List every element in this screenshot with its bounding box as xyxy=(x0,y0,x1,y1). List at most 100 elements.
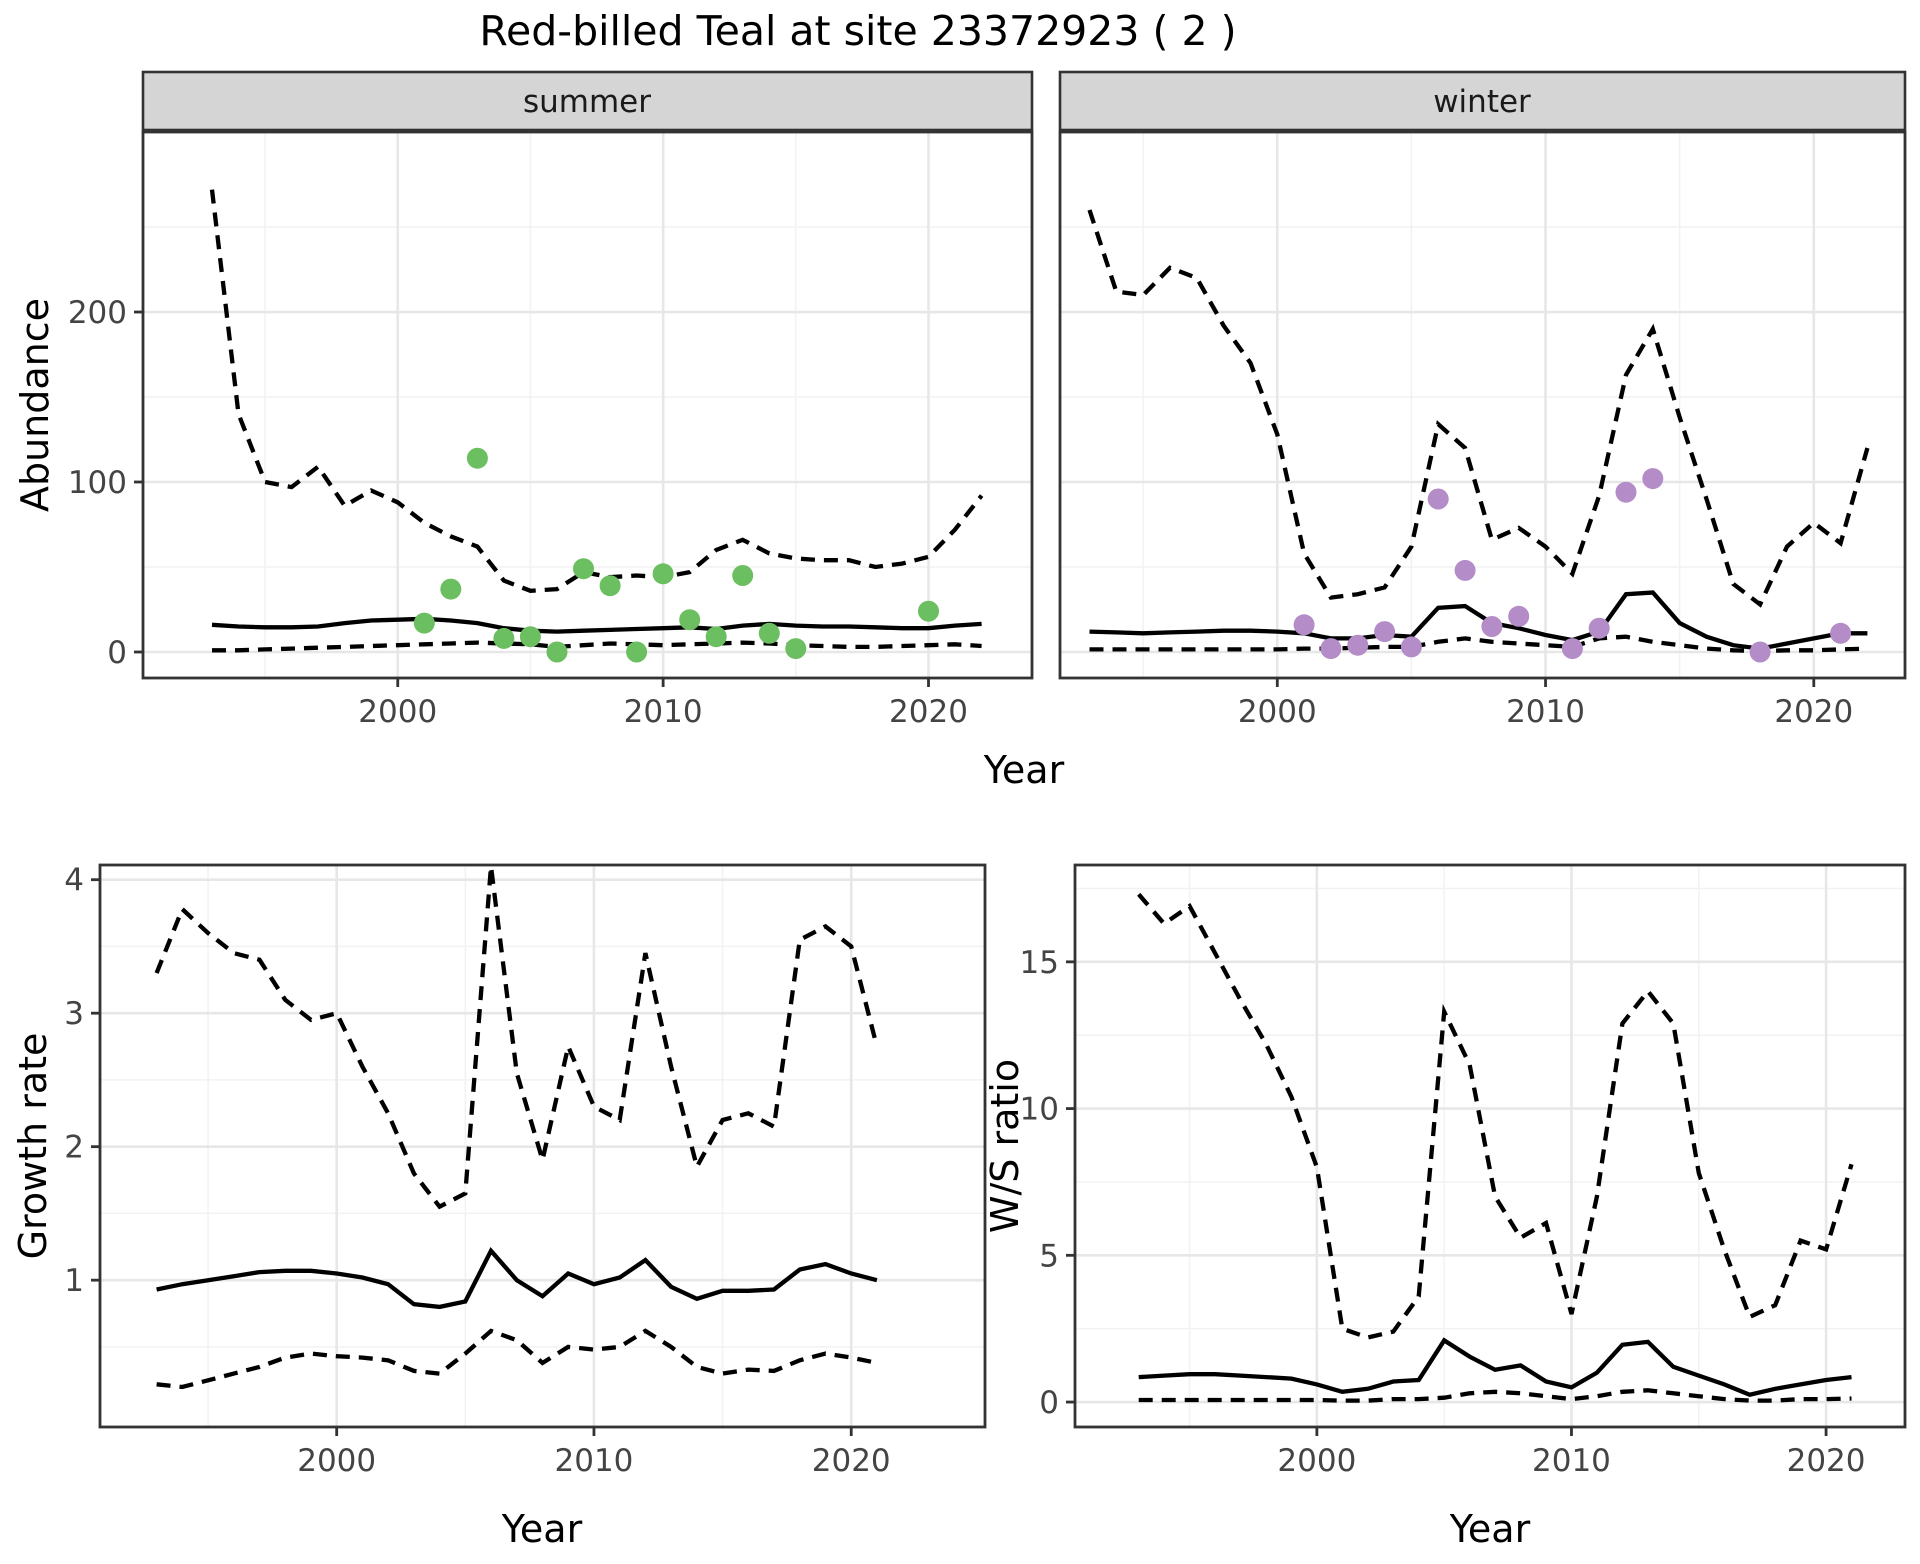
observed-point xyxy=(599,575,621,597)
series-median-line xyxy=(156,1246,878,1310)
facet-strip-winter: winter xyxy=(1058,70,1907,132)
observed-point xyxy=(466,447,488,469)
observed-point xyxy=(1293,614,1315,636)
observed-point xyxy=(652,563,674,585)
panel-ws-ratio: 2000 2010 2020 0 5 10 15 xyxy=(1020,863,1907,1479)
observed-point xyxy=(705,626,727,648)
panel-border xyxy=(1058,130,1907,680)
y-tick-label: 3 xyxy=(64,996,84,1032)
strip-label-summer: summer xyxy=(523,84,651,120)
x-tick-label: 2000 xyxy=(297,1443,376,1479)
observed-point xyxy=(1588,617,1610,639)
series-lower-ci-line xyxy=(156,1328,878,1390)
facet-strip-summer: summer xyxy=(141,70,1034,132)
panel-border xyxy=(141,130,1034,680)
x-tick-label: 2000 xyxy=(358,694,437,730)
observed-point xyxy=(1642,468,1664,490)
y-tick-label: 4 xyxy=(64,863,84,899)
y-axis-title-abundance: Abundance xyxy=(13,298,57,512)
x-tick-label: 2010 xyxy=(555,1443,634,1479)
observed-point xyxy=(1347,634,1369,656)
y-tick-label: 200 xyxy=(68,295,127,331)
y-tick-label: 0 xyxy=(1039,1385,1059,1421)
y-tick-label: 1 xyxy=(64,1263,84,1299)
axes: 2000 2010 2020 1 2 3 4 xyxy=(64,863,890,1479)
observed-point xyxy=(758,622,780,644)
x-tick-label: 2020 xyxy=(889,694,968,730)
observed-point xyxy=(1830,622,1852,644)
strip-rect-summer xyxy=(141,70,1034,132)
observed-point xyxy=(493,627,515,649)
x-tick-label: 2010 xyxy=(1506,694,1585,730)
x-tick-label: 2020 xyxy=(1774,694,1853,730)
y-tick-label: 10 xyxy=(1020,1092,1059,1128)
x-axis-title-year-growth: Year xyxy=(501,1507,583,1551)
x-axis-title-year-top: Year xyxy=(983,748,1065,792)
gridlines xyxy=(143,132,1032,678)
panel-background xyxy=(1075,865,1905,1427)
observed-point xyxy=(1400,636,1422,658)
observed-point xyxy=(626,641,648,663)
x-tick-label: 2010 xyxy=(1532,1443,1611,1479)
strip-label-winter: winter xyxy=(1433,84,1531,120)
observed-point xyxy=(1481,616,1503,637)
strip-rect-winter xyxy=(1058,70,1907,132)
observed-point xyxy=(1374,621,1396,643)
y-tick-label: 2 xyxy=(64,1130,84,1166)
observed-point xyxy=(413,612,435,634)
observed-point xyxy=(573,558,594,580)
observed-point xyxy=(546,641,568,663)
observed-point xyxy=(785,638,807,660)
observed-point xyxy=(679,609,701,631)
observed-point xyxy=(918,600,939,622)
panel-abundance-winter: 2000 2010 2020 xyxy=(1058,130,1907,730)
gridlines xyxy=(1075,865,1905,1427)
series-group xyxy=(209,189,984,653)
observed-point xyxy=(1561,638,1583,660)
figure-title: Red-billed Teal at site 23372923 ( 2 ) xyxy=(479,7,1236,55)
observed-point xyxy=(1427,488,1449,510)
panel-background xyxy=(1060,132,1905,678)
series-median-line xyxy=(211,616,982,634)
observed-counts-summer xyxy=(413,447,939,663)
series-upper-ci-line xyxy=(154,866,879,1210)
x-tick-label: 2020 xyxy=(1787,1443,1866,1479)
series-lower-ci-line xyxy=(212,640,982,653)
series-median-line xyxy=(1138,1337,1852,1397)
panel-background xyxy=(143,132,1032,678)
observed-point xyxy=(1508,605,1530,627)
y-tick-label: 100 xyxy=(68,465,127,501)
x-tick-label: 2020 xyxy=(812,1443,891,1479)
panel-border xyxy=(1073,863,1907,1429)
observed-point xyxy=(440,578,462,600)
series-lower-ci-line xyxy=(1138,1388,1852,1403)
observed-point xyxy=(732,565,754,586)
observed-point xyxy=(1320,638,1342,660)
axes: 2000 2010 2020 0 5 10 15 xyxy=(1020,945,1866,1479)
axes: 2000 2010 2020 0 100 200 xyxy=(68,295,968,730)
x-tick-label: 2000 xyxy=(1238,694,1317,730)
panel-abundance-summer: 2000 2010 2020 0 100 200 xyxy=(68,130,1034,730)
panel-growth-rate: 2000 2010 2020 1 2 3 4 xyxy=(64,863,987,1479)
y-axis-title-growth-rate: Growth rate xyxy=(11,1033,55,1260)
axes: 2000 2010 2020 xyxy=(1238,678,1853,730)
observed-point xyxy=(1454,559,1476,581)
y-tick-label: 5 xyxy=(1039,1238,1059,1274)
observed-counts-winter xyxy=(1293,468,1852,663)
observed-point xyxy=(519,626,541,648)
x-tick-label: 2010 xyxy=(624,694,703,730)
observed-point xyxy=(1749,641,1771,663)
y-tick-label: 15 xyxy=(1020,945,1059,981)
series-group xyxy=(1137,892,1854,1403)
y-tick-label: 0 xyxy=(107,635,127,671)
series-upper-ci-line xyxy=(1087,209,1870,608)
y-axis-title-ws-ratio: W/S ratio xyxy=(983,1059,1027,1233)
series-upper-ci-line xyxy=(209,189,984,593)
x-axis-title-year-ws: Year xyxy=(1449,1507,1531,1551)
series-upper-ci-line xyxy=(1137,892,1854,1340)
series-lower-ci-line xyxy=(1089,634,1868,654)
observed-point xyxy=(1615,481,1637,503)
series-group xyxy=(1087,209,1870,654)
series-median-line xyxy=(1089,590,1868,651)
